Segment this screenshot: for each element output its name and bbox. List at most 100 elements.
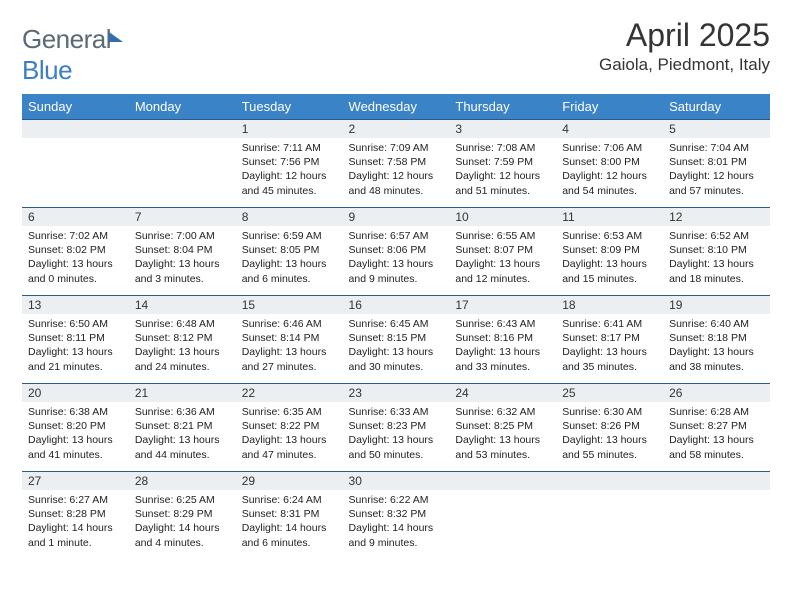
day-details: Sunrise: 7:04 AMSunset: 8:01 PMDaylight:… (663, 138, 770, 202)
day-number: 2 (343, 120, 450, 138)
calendar-day-cell: 28Sunrise: 6:25 AMSunset: 8:29 PMDayligh… (129, 472, 236, 560)
day-number: 19 (663, 296, 770, 314)
sunrise-text: Sunrise: 6:32 AM (455, 405, 550, 419)
day-header: Sunday (22, 94, 129, 120)
calendar-week-row: 1Sunrise: 7:11 AMSunset: 7:56 PMDaylight… (22, 120, 770, 208)
sunrise-text: Sunrise: 6:43 AM (455, 317, 550, 331)
daylight-text: Daylight: 13 hours and 0 minutes. (28, 257, 123, 285)
day-number: 7 (129, 208, 236, 226)
calendar-day-cell: 27Sunrise: 6:27 AMSunset: 8:28 PMDayligh… (22, 472, 129, 560)
sunrise-text: Sunrise: 7:11 AM (242, 141, 337, 155)
sunset-text: Sunset: 8:28 PM (28, 507, 123, 521)
calendar-day-cell: 17Sunrise: 6:43 AMSunset: 8:16 PMDayligh… (449, 296, 556, 384)
sunrise-text: Sunrise: 6:27 AM (28, 493, 123, 507)
sunrise-text: Sunrise: 7:06 AM (562, 141, 657, 155)
daylight-text: Daylight: 13 hours and 41 minutes. (28, 433, 123, 461)
day-number: 21 (129, 384, 236, 402)
day-header: Monday (129, 94, 236, 120)
day-details: Sunrise: 7:09 AMSunset: 7:58 PMDaylight:… (343, 138, 450, 202)
day-number: 14 (129, 296, 236, 314)
calendar-day-cell: 13Sunrise: 6:50 AMSunset: 8:11 PMDayligh… (22, 296, 129, 384)
day-number-bar (129, 120, 236, 138)
sunrise-text: Sunrise: 6:38 AM (28, 405, 123, 419)
title-block: April 2025 Gaiola, Piedmont, Italy (599, 18, 770, 75)
daylight-text: Daylight: 12 hours and 57 minutes. (669, 169, 764, 197)
daylight-text: Daylight: 12 hours and 48 minutes. (349, 169, 444, 197)
calendar-day-cell: 19Sunrise: 6:40 AMSunset: 8:18 PMDayligh… (663, 296, 770, 384)
calendar-day-cell: 14Sunrise: 6:48 AMSunset: 8:12 PMDayligh… (129, 296, 236, 384)
calendar-page: General Blue April 2025 Gaiola, Piedmont… (0, 0, 792, 570)
daylight-text: Daylight: 13 hours and 9 minutes. (349, 257, 444, 285)
daylight-text: Daylight: 13 hours and 18 minutes. (669, 257, 764, 285)
day-details: Sunrise: 7:02 AMSunset: 8:02 PMDaylight:… (22, 226, 129, 290)
sunset-text: Sunset: 8:22 PM (242, 419, 337, 433)
day-details: Sunrise: 6:28 AMSunset: 8:27 PMDaylight:… (663, 402, 770, 466)
day-details: Sunrise: 6:45 AMSunset: 8:15 PMDaylight:… (343, 314, 450, 378)
sunset-text: Sunset: 8:17 PM (562, 331, 657, 345)
day-number: 8 (236, 208, 343, 226)
sunset-text: Sunset: 8:09 PM (562, 243, 657, 257)
calendar-day-cell: 22Sunrise: 6:35 AMSunset: 8:22 PMDayligh… (236, 384, 343, 472)
sunset-text: Sunset: 8:20 PM (28, 419, 123, 433)
sunrise-text: Sunrise: 6:59 AM (242, 229, 337, 243)
day-header: Thursday (449, 94, 556, 120)
day-details: Sunrise: 6:48 AMSunset: 8:12 PMDaylight:… (129, 314, 236, 378)
sunrise-text: Sunrise: 7:08 AM (455, 141, 550, 155)
sunrise-text: Sunrise: 6:48 AM (135, 317, 230, 331)
sunset-text: Sunset: 8:26 PM (562, 419, 657, 433)
day-details: Sunrise: 6:32 AMSunset: 8:25 PMDaylight:… (449, 402, 556, 466)
sunset-text: Sunset: 8:06 PM (349, 243, 444, 257)
day-details: Sunrise: 6:59 AMSunset: 8:05 PMDaylight:… (236, 226, 343, 290)
day-number: 28 (129, 472, 236, 490)
day-number: 16 (343, 296, 450, 314)
day-details: Sunrise: 6:33 AMSunset: 8:23 PMDaylight:… (343, 402, 450, 466)
location-label: Gaiola, Piedmont, Italy (599, 55, 770, 75)
day-number: 11 (556, 208, 663, 226)
day-details: Sunrise: 7:06 AMSunset: 8:00 PMDaylight:… (556, 138, 663, 202)
calendar-day-cell: 4Sunrise: 7:06 AMSunset: 8:00 PMDaylight… (556, 120, 663, 208)
day-details: Sunrise: 6:27 AMSunset: 8:28 PMDaylight:… (22, 490, 129, 554)
day-details: Sunrise: 7:00 AMSunset: 8:04 PMDaylight:… (129, 226, 236, 290)
sunrise-text: Sunrise: 7:02 AM (28, 229, 123, 243)
sunset-text: Sunset: 8:02 PM (28, 243, 123, 257)
calendar-day-cell: 5Sunrise: 7:04 AMSunset: 8:01 PMDaylight… (663, 120, 770, 208)
daylight-text: Daylight: 13 hours and 35 minutes. (562, 345, 657, 373)
day-details: Sunrise: 6:35 AMSunset: 8:22 PMDaylight:… (236, 402, 343, 466)
sunrise-text: Sunrise: 6:40 AM (669, 317, 764, 331)
sunset-text: Sunset: 7:56 PM (242, 155, 337, 169)
sunrise-text: Sunrise: 6:33 AM (349, 405, 444, 419)
calendar-day-cell: 26Sunrise: 6:28 AMSunset: 8:27 PMDayligh… (663, 384, 770, 472)
day-details: Sunrise: 6:30 AMSunset: 8:26 PMDaylight:… (556, 402, 663, 466)
day-number: 4 (556, 120, 663, 138)
day-number: 10 (449, 208, 556, 226)
sunset-text: Sunset: 8:29 PM (135, 507, 230, 521)
sunrise-text: Sunrise: 6:45 AM (349, 317, 444, 331)
daylight-text: Daylight: 13 hours and 55 minutes. (562, 433, 657, 461)
day-number-bar (22, 120, 129, 138)
sunrise-text: Sunrise: 6:24 AM (242, 493, 337, 507)
calendar-empty-cell (449, 472, 556, 560)
day-number: 3 (449, 120, 556, 138)
day-details: Sunrise: 6:38 AMSunset: 8:20 PMDaylight:… (22, 402, 129, 466)
daylight-text: Daylight: 13 hours and 33 minutes. (455, 345, 550, 373)
calendar-day-cell: 11Sunrise: 6:53 AMSunset: 8:09 PMDayligh… (556, 208, 663, 296)
sunset-text: Sunset: 8:27 PM (669, 419, 764, 433)
sunset-text: Sunset: 8:31 PM (242, 507, 337, 521)
sunrise-text: Sunrise: 6:52 AM (669, 229, 764, 243)
sunset-text: Sunset: 8:10 PM (669, 243, 764, 257)
day-details: Sunrise: 6:24 AMSunset: 8:31 PMDaylight:… (236, 490, 343, 554)
page-header: General Blue April 2025 Gaiola, Piedmont… (22, 18, 770, 86)
sunrise-text: Sunrise: 7:04 AM (669, 141, 764, 155)
day-details: Sunrise: 6:53 AMSunset: 8:09 PMDaylight:… (556, 226, 663, 290)
calendar-day-cell: 24Sunrise: 6:32 AMSunset: 8:25 PMDayligh… (449, 384, 556, 472)
sunrise-text: Sunrise: 6:25 AM (135, 493, 230, 507)
sunset-text: Sunset: 8:12 PM (135, 331, 230, 345)
daylight-text: Daylight: 13 hours and 50 minutes. (349, 433, 444, 461)
daylight-text: Daylight: 13 hours and 24 minutes. (135, 345, 230, 373)
calendar-day-cell: 6Sunrise: 7:02 AMSunset: 8:02 PMDaylight… (22, 208, 129, 296)
calendar-week-row: 6Sunrise: 7:02 AMSunset: 8:02 PMDaylight… (22, 208, 770, 296)
day-number: 5 (663, 120, 770, 138)
day-details: Sunrise: 7:11 AMSunset: 7:56 PMDaylight:… (236, 138, 343, 202)
daylight-text: Daylight: 12 hours and 51 minutes. (455, 169, 550, 197)
day-number: 23 (343, 384, 450, 402)
